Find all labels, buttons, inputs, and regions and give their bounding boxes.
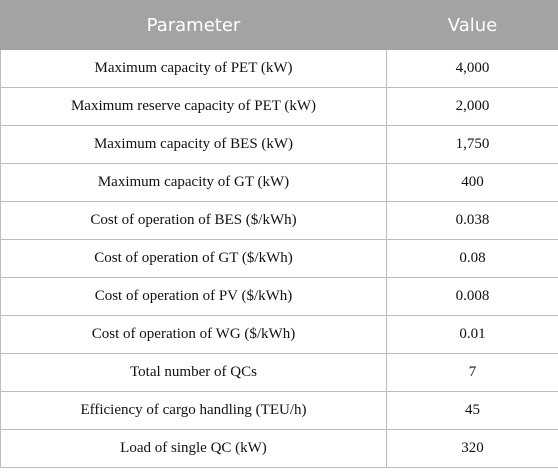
cell-value: 0.038 bbox=[386, 201, 558, 240]
cell-value: 0.08 bbox=[386, 239, 558, 278]
cell-value: 4,000 bbox=[386, 49, 558, 88]
cell-value: 2,000 bbox=[386, 87, 558, 126]
cell-value: 320 bbox=[386, 429, 558, 468]
cell-parameter: Cost of operation of PV ($/kWh) bbox=[0, 277, 387, 316]
table-body: Maximum capacity of PET (kW) 4,000 Maxim… bbox=[0, 49, 558, 468]
table-row: Efficiency of cargo handling (TEU/h) 45 bbox=[0, 391, 558, 430]
cell-parameter: Cost of operation of WG ($/kWh) bbox=[0, 315, 387, 354]
cell-value: 7 bbox=[386, 353, 558, 392]
table-row: Cost of operation of PV ($/kWh) 0.008 bbox=[0, 277, 558, 316]
header-row: Parameter Value bbox=[0, 0, 558, 50]
cell-parameter: Maximum capacity of PET (kW) bbox=[0, 49, 387, 88]
cell-parameter: Maximum capacity of BES (kW) bbox=[0, 125, 387, 164]
cell-value: 1,750 bbox=[386, 125, 558, 164]
table-row: Maximum reserve capacity of PET (kW) 2,0… bbox=[0, 87, 558, 126]
table-row: Maximum capacity of PET (kW) 4,000 bbox=[0, 49, 558, 88]
table-header: Parameter Value bbox=[0, 0, 558, 50]
cell-parameter: Cost of operation of BES ($/kWh) bbox=[0, 201, 387, 240]
cell-value: 0.01 bbox=[386, 315, 558, 354]
cell-value: 0.008 bbox=[386, 277, 558, 316]
table-row: Maximum capacity of GT (kW) 400 bbox=[0, 163, 558, 202]
table-row: Cost of operation of WG ($/kWh) 0.01 bbox=[0, 315, 558, 354]
table-row: Cost of operation of BES ($/kWh) 0.038 bbox=[0, 201, 558, 240]
cell-value: 400 bbox=[386, 163, 558, 202]
table-row: Total number of QCs 7 bbox=[0, 353, 558, 392]
column-header-parameter: Parameter bbox=[0, 0, 387, 50]
column-header-value: Value bbox=[386, 0, 558, 50]
cell-parameter: Maximum capacity of GT (kW) bbox=[0, 163, 387, 202]
cell-parameter: Maximum reserve capacity of PET (kW) bbox=[0, 87, 387, 126]
table-row: Maximum capacity of BES (kW) 1,750 bbox=[0, 125, 558, 164]
cell-parameter: Cost of operation of GT ($/kWh) bbox=[0, 239, 387, 278]
table-row: Cost of operation of GT ($/kWh) 0.08 bbox=[0, 239, 558, 278]
table-row: Load of single QC (kW) 320 bbox=[0, 429, 558, 468]
cell-value: 45 bbox=[386, 391, 558, 430]
cell-parameter: Efficiency of cargo handling (TEU/h) bbox=[0, 391, 387, 430]
cell-parameter: Total number of QCs bbox=[0, 353, 387, 392]
cell-parameter: Load of single QC (kW) bbox=[0, 429, 387, 468]
